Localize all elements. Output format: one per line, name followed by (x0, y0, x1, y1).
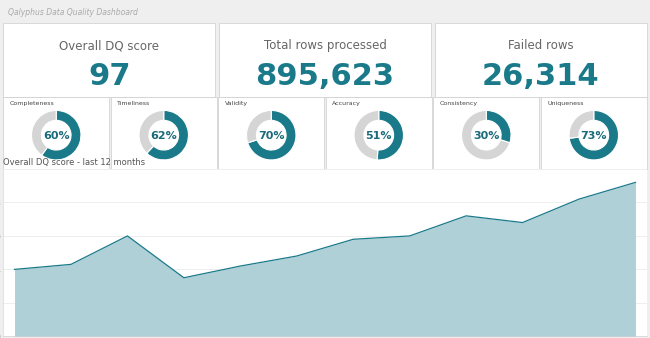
FancyBboxPatch shape (218, 97, 324, 169)
Text: Total rows processed: Total rows processed (263, 39, 387, 52)
Text: Timeliness: Timeliness (117, 101, 150, 106)
Text: 895,623: 895,623 (255, 62, 395, 91)
Text: Overall DQ score: Overall DQ score (59, 39, 159, 52)
Text: Uniqueness: Uniqueness (547, 101, 584, 106)
FancyBboxPatch shape (111, 97, 216, 169)
Text: Completeness: Completeness (10, 101, 55, 106)
Text: Validity: Validity (225, 101, 248, 106)
Text: 26,314: 26,314 (482, 62, 599, 91)
FancyBboxPatch shape (434, 97, 540, 169)
FancyBboxPatch shape (435, 23, 647, 97)
FancyBboxPatch shape (219, 23, 431, 97)
FancyBboxPatch shape (541, 97, 647, 169)
Text: Overall DQ score - last 12 months: Overall DQ score - last 12 months (3, 158, 146, 167)
Text: 97: 97 (88, 62, 131, 91)
FancyBboxPatch shape (326, 97, 432, 169)
Text: Consistency: Consistency (439, 101, 478, 106)
Text: Qalyphus Data Quality Dashboard: Qalyphus Data Quality Dashboard (8, 8, 138, 17)
Text: Accuracy: Accuracy (332, 101, 361, 106)
FancyBboxPatch shape (3, 23, 215, 97)
Text: Failed rows: Failed rows (508, 39, 573, 52)
FancyBboxPatch shape (3, 97, 109, 169)
